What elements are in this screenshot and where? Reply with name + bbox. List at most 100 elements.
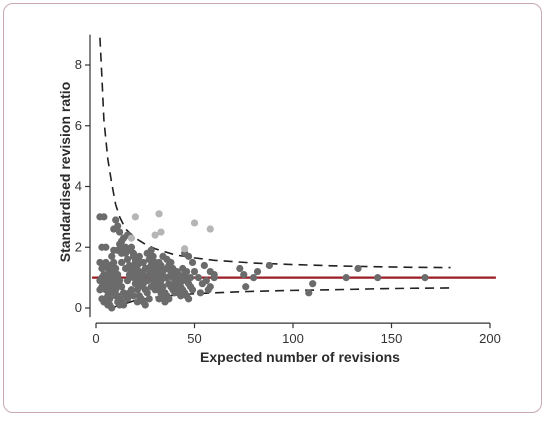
data-point (118, 249, 126, 257)
data-point (354, 264, 362, 273)
data-point (250, 274, 258, 282)
data-point (177, 292, 185, 300)
data-point (129, 292, 138, 300)
data-point (163, 264, 171, 273)
data-point (125, 246, 134, 254)
data-point (129, 264, 138, 273)
data-point-light (131, 213, 139, 221)
data-point-light (181, 245, 189, 253)
data-point (125, 270, 134, 279)
data-point (123, 255, 132, 263)
data-point-light (127, 234, 136, 242)
data-point (112, 277, 120, 285)
data-point (135, 283, 143, 291)
data-point (135, 252, 143, 260)
data-point (309, 280, 317, 288)
data-point (242, 283, 250, 291)
data-point (149, 277, 157, 285)
data-point-light (151, 231, 159, 239)
data-point (196, 289, 205, 297)
x-tick-label: 0 (92, 331, 99, 346)
data-point (116, 228, 124, 236)
data-point (108, 252, 116, 260)
data-point (110, 270, 118, 279)
data-point-light (190, 219, 199, 227)
data-point (167, 283, 175, 291)
data-point (131, 258, 139, 267)
data-point (141, 301, 149, 309)
control-limits (99, 37, 451, 309)
data-point (186, 274, 195, 282)
data-point (183, 267, 191, 276)
data-point (342, 274, 350, 282)
data-point (131, 270, 139, 279)
data-point (100, 261, 108, 270)
figure-frame (3, 3, 542, 413)
x-tick-label: 150 (381, 331, 403, 346)
data-point (121, 264, 130, 273)
data-point (204, 286, 212, 294)
y-axis-title: Standardised revision ratio (57, 82, 73, 263)
y-tick-label: 0 (75, 300, 82, 315)
y-tick-label: 6 (75, 118, 82, 133)
data-point (305, 289, 313, 297)
data-point (190, 267, 199, 276)
y-tick-label: 4 (75, 179, 82, 194)
data-point-light (155, 210, 163, 218)
data-point (118, 258, 126, 267)
data-point (175, 270, 183, 279)
data-point (202, 277, 210, 285)
data-point (200, 261, 208, 270)
data-point (139, 270, 147, 279)
data-point (133, 298, 141, 306)
data-point (159, 252, 167, 260)
axes: 0 2 4 6 8 0 50 100 150 200 (75, 34, 501, 346)
data-point (194, 274, 203, 282)
control-limit-upper (99, 37, 451, 269)
control-limit-lower (111, 287, 451, 309)
data-point (240, 270, 248, 279)
data-point-light (157, 228, 165, 236)
data-points (96, 210, 429, 312)
data-point (108, 283, 116, 291)
data-point (106, 301, 114, 309)
data-point (112, 292, 120, 300)
data-point (171, 289, 179, 297)
data-point (123, 277, 132, 285)
data-point (253, 267, 262, 276)
data-point (98, 283, 106, 291)
data-point (112, 216, 120, 224)
data-point (155, 258, 163, 267)
data-point (179, 277, 187, 285)
data-point (110, 246, 118, 254)
data-point-light (206, 225, 214, 233)
x-tick-label: 50 (187, 331, 201, 346)
x-tick-label: 200 (479, 331, 501, 346)
data-point (102, 243, 110, 251)
data-point (236, 264, 244, 273)
data-point (155, 295, 163, 303)
data-point (114, 222, 122, 230)
data-point (145, 295, 153, 303)
data-point (210, 274, 218, 282)
data-point (161, 298, 169, 306)
data-point (143, 289, 151, 297)
data-point (374, 274, 382, 282)
x-axis-title: Expected number of revisions (200, 349, 400, 365)
data-point (108, 264, 116, 273)
data-point (145, 255, 153, 263)
x-tick-label: 100 (282, 331, 304, 346)
data-point (139, 258, 147, 267)
data-point (114, 283, 122, 291)
data-point (133, 277, 141, 285)
data-point (188, 286, 197, 294)
data-point (116, 240, 124, 248)
data-point (100, 213, 108, 221)
data-point (151, 286, 159, 294)
y-tick-label: 8 (75, 57, 82, 72)
data-point (129, 252, 138, 260)
data-point (147, 270, 155, 279)
y-tick-label: 2 (75, 239, 82, 254)
data-point (143, 249, 151, 257)
